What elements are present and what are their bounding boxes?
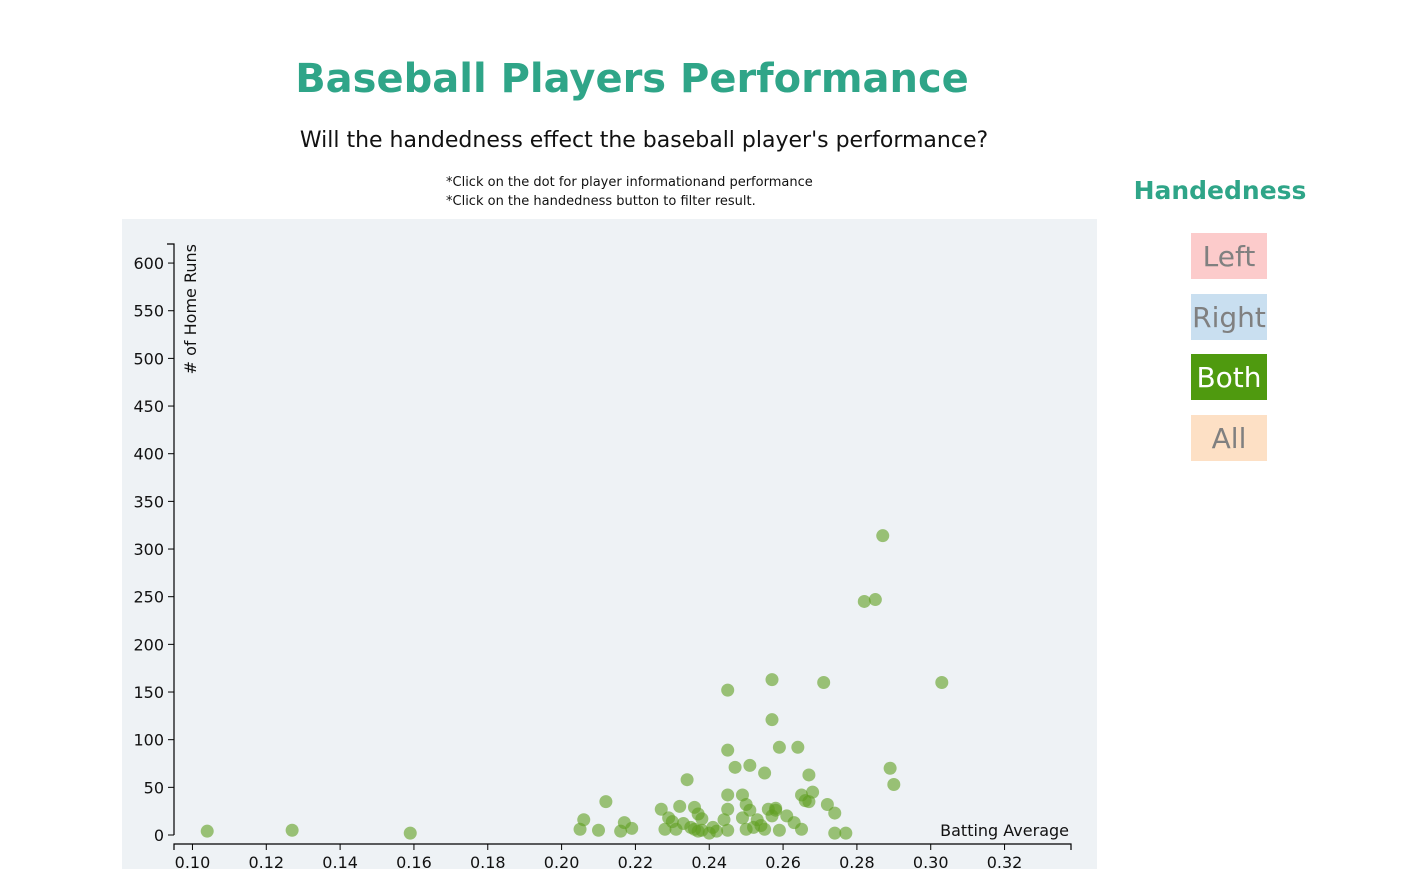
x-tick-label: 0.30: [913, 853, 949, 869]
y-axis-line: [167, 243, 175, 835]
data-point[interactable]: [728, 760, 742, 774]
instruction-handedness: *Click on the handedness button to filte…: [446, 194, 756, 209]
data-point[interactable]: [710, 824, 724, 838]
y-tick-label: 500: [133, 349, 164, 368]
x-axis-title: Batting Average: [940, 821, 1069, 840]
y-tick-label: 400: [133, 445, 164, 464]
data-point[interactable]: [654, 802, 668, 816]
data-point[interactable]: [817, 675, 831, 689]
chart-area: 0 50 100 150 200 250 300 350 400 450 500 550 600 0.10…: [122, 219, 1097, 869]
page-title: Baseball Players Performance: [295, 56, 969, 102]
scatter-plot: 0 50 100 150 200 250 300 350 400 450 500 550 600 0.10…: [133, 243, 1072, 869]
data-point[interactable]: [795, 822, 809, 836]
data-point[interactable]: [200, 824, 214, 838]
y-tick-label: 0: [154, 826, 164, 845]
page-subtitle: Will the handedness effect the baseball …: [299, 128, 989, 153]
y-tick-label: 450: [133, 397, 164, 416]
data-point[interactable]: [857, 594, 871, 608]
x-tick-label: 0.28: [839, 853, 875, 869]
data-point[interactable]: [743, 803, 757, 817]
y-tick-label: 250: [133, 588, 164, 607]
handedness-both-button[interactable]: Both: [1191, 354, 1267, 400]
data-point[interactable]: [721, 788, 735, 802]
data-point[interactable]: [876, 529, 890, 543]
handedness-all-button[interactable]: All: [1191, 415, 1267, 461]
y-tick-label: 600: [133, 254, 164, 273]
x-tick-label: 0.10: [175, 853, 211, 869]
x-tick-label: 0.22: [618, 853, 654, 869]
data-point[interactable]: [765, 673, 779, 687]
data-point[interactable]: [695, 812, 709, 826]
x-axis-line: [173, 843, 1072, 850]
data-point[interactable]: [680, 773, 694, 787]
data-point[interactable]: [717, 813, 731, 827]
data-point[interactable]: [765, 713, 779, 727]
x-tick-label: 0.20: [544, 853, 580, 869]
y-axis-title: # of Home Runs: [181, 244, 200, 374]
data-point[interactable]: [403, 826, 417, 840]
x-tick-label: 0.24: [691, 853, 727, 869]
data-point[interactable]: [592, 823, 606, 837]
data-point[interactable]: [883, 761, 897, 775]
data-point[interactable]: [772, 740, 786, 754]
x-tick-label: 0.12: [248, 853, 284, 869]
data-point[interactable]: [599, 795, 613, 809]
data-point[interactable]: [721, 743, 735, 757]
data-point[interactable]: [806, 785, 820, 799]
data-point[interactable]: [828, 826, 842, 840]
data-point[interactable]: [769, 801, 783, 815]
y-tick-label: 200: [133, 635, 164, 654]
y-tick-label: 350: [133, 492, 164, 511]
x-tick-label: 0.26: [765, 853, 801, 869]
data-point[interactable]: [887, 777, 901, 791]
handedness-right-button[interactable]: Right: [1191, 294, 1267, 340]
data-point[interactable]: [868, 593, 882, 607]
data-point[interactable]: [285, 823, 299, 837]
data-point[interactable]: [758, 822, 772, 836]
y-tick-label: 550: [133, 302, 164, 321]
y-tick-label: 150: [133, 683, 164, 702]
data-point[interactable]: [802, 768, 816, 782]
y-tick-label: 300: [133, 540, 164, 559]
data-point[interactable]: [839, 826, 853, 840]
x-tick-label: 0.32: [987, 853, 1023, 869]
data-point[interactable]: [772, 823, 786, 837]
data-point[interactable]: [758, 766, 772, 780]
y-tick-label: 50: [144, 778, 164, 797]
instruction-dot: *Click on the dot for player information…: [446, 175, 813, 190]
y-tick-label: 100: [133, 731, 164, 750]
data-point[interactable]: [721, 683, 735, 697]
data-point[interactable]: [577, 813, 591, 827]
x-tick-label: 0.18: [470, 853, 506, 869]
data-point[interactable]: [721, 802, 735, 816]
data-point[interactable]: [743, 758, 757, 772]
x-tick-label: 0.14: [322, 853, 358, 869]
data-point[interactable]: [935, 675, 949, 689]
x-tick-label: 0.16: [396, 853, 432, 869]
data-point[interactable]: [791, 740, 805, 754]
handedness-left-button[interactable]: Left: [1191, 233, 1267, 279]
legend-title: Handedness: [1133, 176, 1307, 205]
data-point[interactable]: [820, 797, 834, 811]
data-point[interactable]: [828, 806, 842, 820]
data-point[interactable]: [673, 799, 687, 813]
data-point[interactable]: [721, 823, 735, 837]
data-point[interactable]: [691, 824, 705, 838]
data-point[interactable]: [625, 821, 639, 835]
